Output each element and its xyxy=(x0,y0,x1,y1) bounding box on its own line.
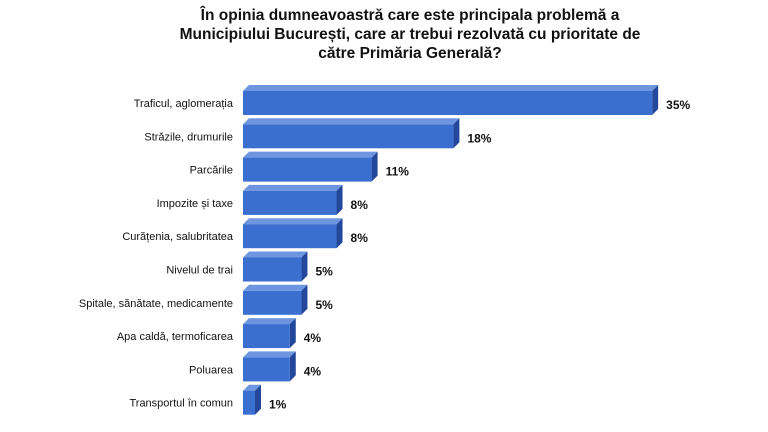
chart-title-line-1: În opinia dumneavoastră care este princi… xyxy=(200,7,620,24)
bar-side xyxy=(289,318,296,349)
bar xyxy=(243,124,454,149)
bar xyxy=(243,91,653,115)
category-label: Traficul, aglomerația xyxy=(134,98,234,110)
bar-top xyxy=(243,184,343,191)
data-label: 35% xyxy=(666,98,690,112)
bar-side xyxy=(371,151,378,182)
bar-group: Străzile, drumurile 18% xyxy=(144,118,492,149)
chart-title: În opinia dumneavoastră care este princi… xyxy=(150,6,670,63)
bar-group: Nivelul de trai 5% xyxy=(166,251,333,282)
category-label: Curățenia, salubritatea xyxy=(122,231,234,243)
bar-top xyxy=(243,284,308,291)
bar-side xyxy=(301,284,308,315)
chart-title-line-2: Municipiului București, care ar trebui r… xyxy=(179,26,641,43)
bar-group: Spitale, sănătate, medicamente 5% xyxy=(79,284,333,315)
bar xyxy=(243,224,337,249)
bar-group: Traficul, aglomerația 35% xyxy=(134,85,690,115)
data-label: 18% xyxy=(467,131,491,145)
data-label: 4% xyxy=(304,331,322,345)
bar xyxy=(243,357,290,382)
bar-side xyxy=(289,351,296,382)
category-label: Poluarea xyxy=(189,364,234,376)
bar-side xyxy=(453,118,460,149)
bar-top xyxy=(243,251,308,258)
data-label: 5% xyxy=(315,298,333,312)
category-label: Străzile, drumurile xyxy=(144,131,233,143)
data-label: 11% xyxy=(386,165,410,179)
bar xyxy=(243,190,337,215)
data-label: 8% xyxy=(351,198,369,212)
category-label: Parcările xyxy=(190,165,233,177)
bar-top xyxy=(243,318,296,325)
bar-group: Impozite și taxe 8% xyxy=(157,184,369,215)
data-label: 5% xyxy=(315,265,333,279)
chart-title-line-3: către Primăria Generală? xyxy=(318,45,502,62)
bar-top xyxy=(243,351,296,358)
bar-top xyxy=(243,85,659,91)
data-label: 4% xyxy=(304,364,322,378)
bar-top xyxy=(243,118,460,125)
category-label: Impozite și taxe xyxy=(157,198,233,210)
category-label: Nivelul de trai xyxy=(166,265,233,277)
bar-top xyxy=(243,218,343,225)
bar-group: Curățenia, salubritatea 8% xyxy=(122,218,369,249)
bar-side xyxy=(336,184,343,215)
bar xyxy=(243,257,302,282)
bar-group: Transportul în comun 1% xyxy=(129,384,287,415)
data-label: 8% xyxy=(351,231,369,245)
bar-group: Poluarea 4% xyxy=(189,351,322,382)
category-label: Apa caldă, termoficarea xyxy=(117,331,234,343)
bar-side xyxy=(652,85,659,115)
bar-side xyxy=(336,218,343,249)
bar-group: Apa caldă, termoficarea 4% xyxy=(117,318,322,349)
bar xyxy=(243,290,302,315)
bar-side xyxy=(255,384,261,415)
category-label: Spitale, sănătate, medicamente xyxy=(79,298,233,310)
bar-side xyxy=(301,251,308,282)
data-label: 1% xyxy=(269,398,287,412)
bar-top xyxy=(243,151,378,158)
bar xyxy=(243,324,290,349)
category-label: Transportul în comun xyxy=(129,398,233,410)
bar xyxy=(243,390,255,415)
bar xyxy=(243,157,372,182)
bar-group: Parcările 11% xyxy=(190,151,410,182)
